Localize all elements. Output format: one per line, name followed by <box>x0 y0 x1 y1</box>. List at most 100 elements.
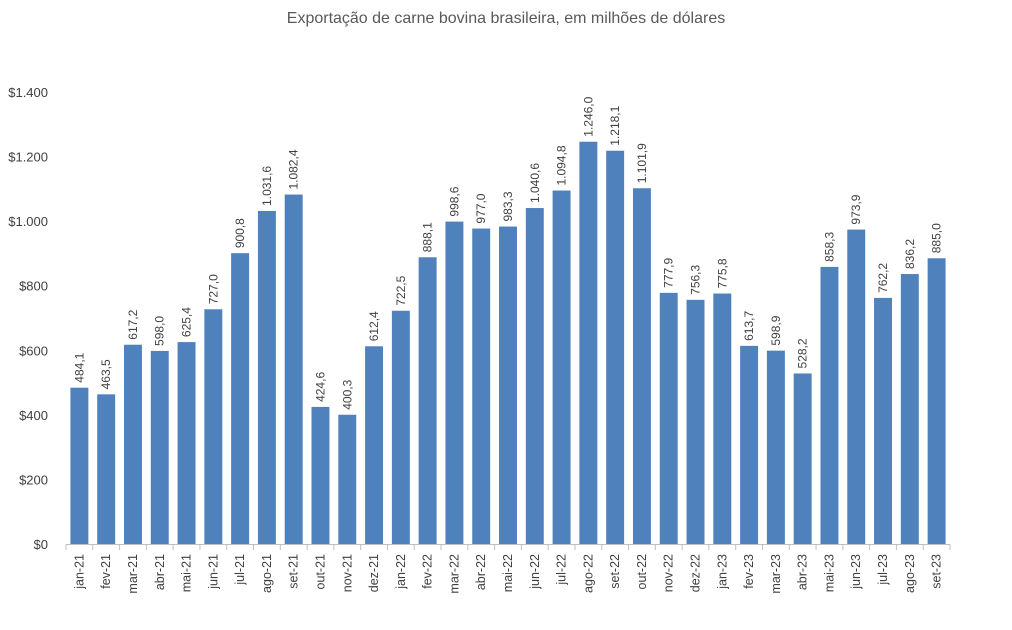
x-tick-label: fev-21 <box>99 554 113 589</box>
y-tick-label: $1.200 <box>8 150 48 165</box>
data-label: 598,0 <box>153 316 167 346</box>
x-tick-label: ago-22 <box>581 554 595 593</box>
data-label: 722,5 <box>394 275 408 305</box>
y-tick-label: $600 <box>19 343 48 358</box>
bar-mar-21 <box>123 344 142 544</box>
bar-set-21 <box>284 194 303 544</box>
data-label: 463,5 <box>99 359 113 389</box>
x-tick-label: dez-21 <box>367 554 381 592</box>
x-tick-label: abr-23 <box>796 554 810 590</box>
x-tick-label: mar-21 <box>126 554 140 594</box>
bar-abr-22 <box>472 228 491 544</box>
x-tick-label: jan-21 <box>72 554 86 590</box>
x-tick-label: out-21 <box>313 554 327 589</box>
data-label: 617,2 <box>126 309 140 339</box>
y-tick-label: $1.000 <box>8 214 48 229</box>
x-tick-label: out-22 <box>635 554 649 589</box>
data-label: 858,3 <box>822 232 836 262</box>
data-labels: 484,1 463,5 617,2 598,0 625,4 727,0 900,8 1.031… <box>72 96 943 409</box>
bar-dez-22 <box>686 299 705 544</box>
bar-fev-23 <box>740 345 759 544</box>
data-label: 836,2 <box>903 239 917 269</box>
x-tick-label: fev-23 <box>742 554 756 589</box>
data-label: 762,2 <box>876 263 890 293</box>
data-label: 1.218,1 <box>608 105 622 145</box>
data-label: 775,8 <box>715 258 729 288</box>
x-tick-label: mai-23 <box>822 554 836 592</box>
bar-jun-23 <box>847 229 866 544</box>
bar-jan-21 <box>70 387 89 544</box>
data-label: 528,2 <box>796 338 810 368</box>
bar-jan-22 <box>391 310 410 544</box>
data-label: 1.101,9 <box>635 143 649 183</box>
x-tick-label: jul-23 <box>876 554 890 586</box>
data-label: 613,7 <box>742 311 756 341</box>
bar-out-21 <box>311 406 330 544</box>
bar-jun-22 <box>525 208 544 544</box>
data-label: 756,3 <box>689 264 703 294</box>
data-label: 1.246,0 <box>581 96 595 136</box>
x-tick-label: nov-22 <box>662 554 676 592</box>
x-tick-label: mar-23 <box>769 554 783 594</box>
y-axis: $0 $200 $400 $600 $800 $1.000 $1.200 $1.400 <box>8 85 48 552</box>
y-tick-label: $200 <box>19 472 48 487</box>
data-label: 777,9 <box>662 257 676 287</box>
bar-ago-22 <box>579 141 598 544</box>
data-label: 1.040,6 <box>528 163 542 203</box>
x-tick-label: jun-23 <box>849 554 863 590</box>
y-tick-label: $1.400 <box>8 85 48 100</box>
x-tick-label: abr-21 <box>153 554 167 590</box>
bar-jul-21 <box>231 253 250 544</box>
x-tick-label: jul-21 <box>233 554 247 586</box>
x-tick-label: ago-23 <box>903 554 917 593</box>
bar-fev-21 <box>97 394 116 544</box>
bar-ago-23 <box>900 274 919 544</box>
data-label: 1.082,4 <box>287 149 301 189</box>
bar-dez-21 <box>365 346 384 544</box>
x-tick-label: jan-23 <box>715 554 729 590</box>
x-tick-label: dez-22 <box>689 554 703 592</box>
y-tick-label: $400 <box>19 408 48 423</box>
bar-fev-22 <box>418 257 437 544</box>
x-tick-label: ago-21 <box>260 554 274 593</box>
x-tick-label: jan-22 <box>394 554 408 590</box>
x-tick-label: set-22 <box>608 554 622 589</box>
bar-mai-22 <box>499 226 517 544</box>
x-tick-label: abr-22 <box>474 554 488 590</box>
data-label: 484,1 <box>72 352 86 382</box>
data-label: 424,6 <box>313 372 327 402</box>
data-label: 888,1 <box>421 222 435 252</box>
data-label: 727,0 <box>206 274 220 304</box>
bar-mar-23 <box>766 350 785 544</box>
data-label: 625,4 <box>180 307 194 337</box>
bar-abr-21 <box>150 350 169 544</box>
data-label: 977,0 <box>474 193 488 223</box>
x-tick-label: jun-22 <box>528 554 542 590</box>
bar-nov-21 <box>338 414 357 544</box>
chart-title: Exportação de carne bovina brasileira, e… <box>286 10 726 27</box>
bar-mai-21 <box>177 342 196 544</box>
data-label: 1.031,6 <box>260 166 274 206</box>
x-tick-label: jun-21 <box>206 554 220 590</box>
bar-mar-22 <box>445 221 464 545</box>
data-label: 598,9 <box>769 315 783 345</box>
y-tick-label: $800 <box>19 279 48 294</box>
bar-jul-23 <box>874 297 893 544</box>
bar-jul-22 <box>552 190 571 544</box>
x-tick-label: mai-22 <box>501 554 515 592</box>
bar-set-23 <box>927 258 946 544</box>
bar-jun-21 <box>204 309 223 544</box>
bar-mai-23 <box>820 266 839 544</box>
bars <box>70 141 946 545</box>
y-tick-label: $0 <box>34 537 48 552</box>
bar-set-22 <box>606 150 625 544</box>
x-tick-label: set-23 <box>930 554 944 589</box>
x-tick-label: set-21 <box>287 554 301 589</box>
x-tick-label: jul-22 <box>555 554 569 586</box>
x-tick-label: fev-22 <box>421 554 435 589</box>
bar-jan-23 <box>713 293 732 544</box>
bar-ago-21 <box>257 210 276 545</box>
bar-nov-22 <box>659 292 678 544</box>
x-tick-label: mar-22 <box>447 554 461 594</box>
